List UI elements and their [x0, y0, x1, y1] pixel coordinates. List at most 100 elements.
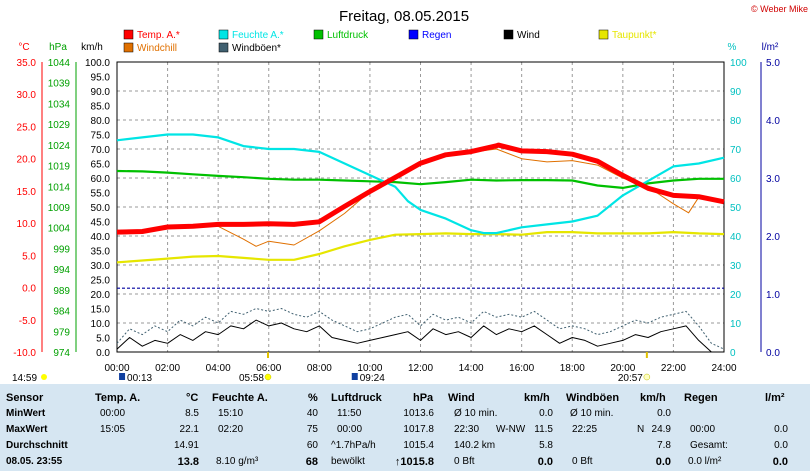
- avg-press-value: 1015.4: [403, 440, 434, 451]
- x-tick-label: 16:00: [509, 363, 534, 374]
- y-tick-label-wind: 0.0: [96, 348, 110, 359]
- marker-sun-icon: [643, 373, 651, 381]
- current-gust-bft: 0 Bft: [572, 456, 593, 467]
- legend-label: Windchill: [137, 43, 177, 54]
- y-tick-label-temp: 15.0: [17, 187, 37, 198]
- marker-label: 00:13: [127, 373, 152, 384]
- legend-label: Windböen*: [232, 43, 281, 54]
- avg-gust-value: 7.8: [657, 440, 671, 451]
- y-tick-label-press: 984: [53, 307, 70, 318]
- header-sensor: Sensor: [6, 392, 44, 404]
- avg-temp-value: 14.91: [173, 440, 199, 451]
- avg-press-trend: ^1.7hPa/h: [331, 440, 376, 451]
- max-wind-time: 22:30: [454, 424, 480, 435]
- row-avg-label: Durchschnitt: [6, 440, 68, 451]
- min-press-value: 1013.6: [403, 408, 434, 419]
- max-gust-direction: N: [637, 424, 645, 435]
- max-gust-value: 24.9: [651, 424, 671, 435]
- x-tick-label: 18:00: [560, 363, 585, 374]
- max-temp-value: 22.1: [179, 424, 199, 435]
- series-line-feuchte-a-: [116, 133, 725, 235]
- y-tick-label-temp: 30.0: [17, 90, 37, 101]
- y-tick-label-hum: 30: [730, 261, 742, 272]
- header-wind: Wind: [448, 392, 475, 404]
- y-tick-label-temp: 0.0: [22, 284, 36, 295]
- min-gust-label: Ø 10 min.: [570, 408, 614, 419]
- y-tick-label-wind: 20.0: [91, 290, 111, 301]
- legend-label: Regen: [422, 30, 451, 41]
- header-press-unit: hPa: [413, 392, 434, 404]
- row-max-label: MaxWert: [6, 424, 48, 435]
- avg-hum-value: 60: [306, 440, 318, 451]
- legend-label: Feuchte A.*: [232, 30, 284, 41]
- min-press-time: 11:50: [337, 408, 362, 419]
- y-tick-label-wind: 45.0: [91, 218, 111, 229]
- x-tick-label: 12:00: [408, 363, 433, 374]
- legend-label: Wind: [517, 30, 540, 41]
- y-tick-label-press: 1004: [48, 224, 71, 235]
- time-markers: 14:59 00:13 05:58 09:24 20:57: [12, 352, 651, 384]
- stats-table: Sensor Temp. A. °C Feuchte A. % Luftdruc…: [0, 384, 810, 471]
- header-gust-unit: km/h: [640, 392, 666, 404]
- y-tick-label-wind: 50.0: [91, 203, 111, 214]
- current-rain-value: 0.0: [772, 456, 788, 468]
- y-axis-unit-press: hPa: [49, 42, 67, 53]
- current-temp-value: 13.8: [177, 456, 199, 468]
- y-tick-label-temp: 20.0: [17, 155, 37, 166]
- y-tick-label-wind: 40.0: [91, 232, 111, 243]
- y-tick-label-wind: 30.0: [91, 261, 111, 272]
- max-temp-time: 15:05: [100, 424, 126, 435]
- current-rain-label: 0.0 l/m²: [688, 456, 722, 467]
- legend-label: Temp. A.*: [137, 30, 180, 41]
- x-tick-label: 20:00: [610, 363, 635, 374]
- chart-title: Freitag, 08.05.2015: [339, 8, 469, 25]
- marker-moon-icon: [119, 373, 126, 380]
- y-tick-label-press: 1024: [48, 141, 71, 152]
- y-tick-label-wind: 25.0: [91, 276, 111, 287]
- y-tick-label-wind: 35.0: [91, 247, 111, 258]
- current-abs-humidity: 8.10 g/m³: [216, 456, 259, 467]
- series-line-taupunkt-: [116, 231, 725, 264]
- y-axis-unit-rain: l/m²: [762, 42, 779, 53]
- min-gust-value: 0.0: [657, 408, 671, 419]
- series-line-temp-a-: [116, 142, 725, 235]
- marker-sun-icon: [264, 373, 272, 381]
- max-rain-value: 0.0: [774, 424, 788, 435]
- marker-label: 20:57: [618, 373, 643, 384]
- y-tick-label-wind: 100.0: [85, 58, 110, 69]
- y-tick-label-hum: 70: [730, 145, 742, 156]
- min-hum-value: 40: [306, 408, 318, 419]
- legend-swatch: [503, 29, 514, 40]
- avg-rain-label: Gesamt:: [690, 440, 728, 451]
- y-tick-label-rain: 1.0: [766, 290, 780, 301]
- y-tick-label-temp: 25.0: [17, 122, 37, 133]
- max-gust-time: 22:25: [572, 424, 598, 435]
- y-tick-label-hum: 40: [730, 232, 742, 243]
- max-wind-direction: W-NW: [496, 424, 526, 435]
- header-press: Luftdruck: [331, 392, 382, 404]
- y-tick-label-temp: 10.0: [17, 219, 37, 230]
- max-hum-time: 02:20: [218, 424, 244, 435]
- legend-label: Luftdruck: [327, 30, 369, 41]
- x-tick-label: 22:00: [661, 363, 686, 374]
- legend-swatch: [598, 29, 609, 40]
- avg-rain-value: 0.0: [774, 440, 788, 451]
- y-tick-label-hum: 60: [730, 174, 742, 185]
- min-wind-label: Ø 10 min.: [454, 408, 498, 419]
- y-tick-label-wind: 75.0: [91, 131, 111, 142]
- header-temp-unit: °C: [186, 392, 199, 404]
- current-wind-value: 0.0: [537, 456, 553, 468]
- legend-swatch: [218, 29, 229, 40]
- y-tick-label-press: 1034: [48, 99, 71, 110]
- y-tick-label-press: 1019: [48, 162, 71, 173]
- x-tick-label: 00:00: [104, 363, 129, 374]
- legend-swatch: [123, 29, 134, 40]
- row-current-label: 08.05. 23:55: [6, 456, 63, 467]
- max-wind-value: 11.5: [534, 424, 553, 435]
- legend-label: Taupunkt*: [612, 30, 657, 41]
- data-series: [116, 133, 725, 353]
- y-tick-label-wind: 85.0: [91, 102, 111, 113]
- y-tick-label-wind: 10.0: [91, 319, 111, 330]
- header-temp: Temp. A.: [95, 392, 141, 404]
- y-tick-label-hum: 10: [730, 319, 742, 330]
